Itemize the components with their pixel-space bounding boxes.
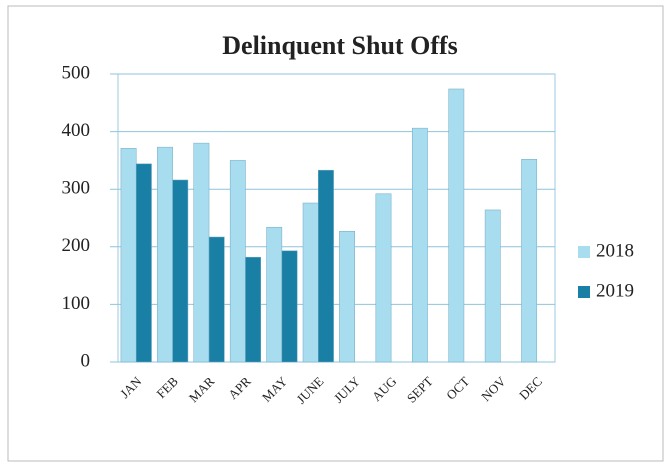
legend-swatch: [578, 286, 590, 298]
legend-swatch: [578, 246, 590, 258]
bar: [229, 160, 246, 363]
bar: [157, 146, 173, 363]
y-tick-label: 300: [62, 178, 91, 199]
bar: [448, 88, 465, 363]
bar: [484, 209, 501, 363]
bar: [172, 179, 189, 363]
bar: [193, 142, 210, 363]
y-tick-label: 500: [62, 62, 91, 83]
bar: [245, 256, 262, 363]
bar: [318, 169, 334, 363]
y-tick-label: 100: [62, 293, 91, 314]
bar: [208, 236, 225, 363]
bar: [521, 158, 538, 363]
legend-label: 2019: [596, 280, 634, 301]
bar: [135, 163, 152, 363]
plot-back: [117, 73, 556, 363]
bar: [411, 127, 428, 363]
bar: [120, 148, 137, 363]
bar: [339, 230, 355, 363]
bar: [281, 250, 298, 363]
y-tick-label: 0: [81, 350, 91, 371]
bar: [302, 202, 319, 363]
y-tick-label: 200: [62, 235, 91, 256]
bar: [266, 226, 283, 363]
y-tick-label: 400: [62, 120, 91, 141]
bar: [375, 193, 392, 363]
legend-label: 2018: [596, 240, 634, 261]
chart-title: Delinquent Shut Offs: [222, 31, 458, 60]
